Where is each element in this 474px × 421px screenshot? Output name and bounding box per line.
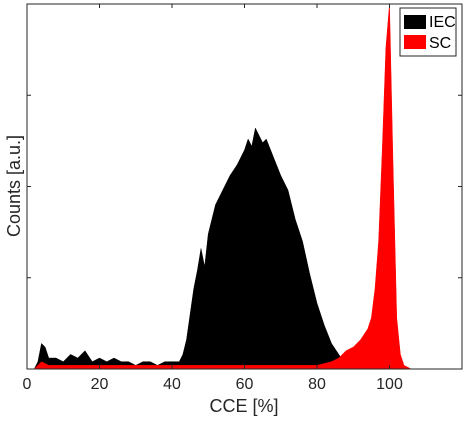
x-tick-label: 60 xyxy=(236,376,254,393)
series-area-iec xyxy=(27,127,354,370)
ticks-layer: 0 20 40 60 80 100 xyxy=(23,3,462,393)
x-tick-label: 20 xyxy=(91,376,109,393)
legend: IEC SC xyxy=(399,7,457,57)
legend-swatch-iec xyxy=(404,15,426,29)
x-tick-label: 40 xyxy=(163,376,181,393)
series-layer xyxy=(27,3,462,370)
legend-swatch-sc xyxy=(404,35,426,49)
legend-label-iec: IEC xyxy=(429,14,456,31)
x-tick-label: 80 xyxy=(308,376,326,393)
series-area-sc xyxy=(27,3,462,370)
y-axis-title: Counts [a.u.] xyxy=(4,135,24,237)
x-axis-title: CCE [%] xyxy=(209,396,278,416)
x-tick-label: 0 xyxy=(23,376,32,393)
legend-label-sc: SC xyxy=(429,35,451,52)
x-tick-label: 100 xyxy=(376,376,403,393)
